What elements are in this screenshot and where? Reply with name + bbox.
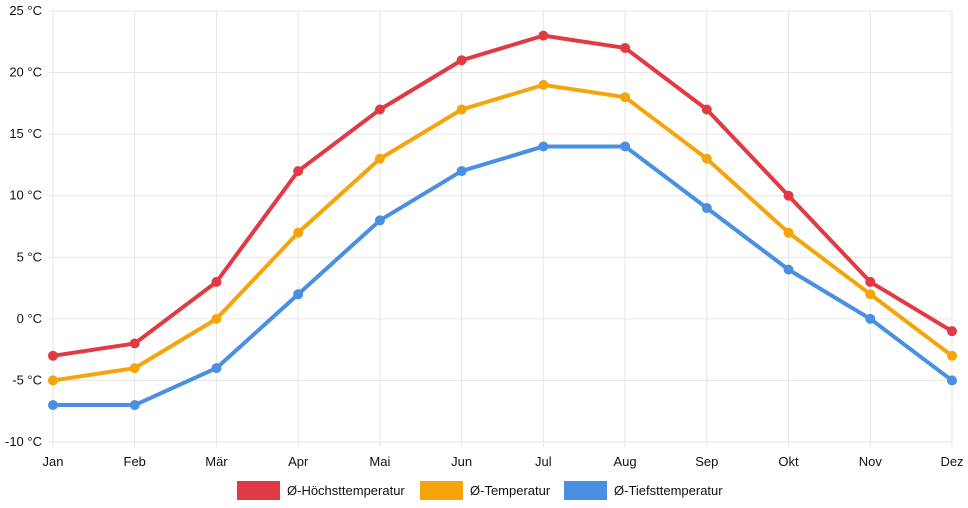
x-tick-label: Aug [614,454,637,469]
data-point [211,363,222,374]
data-point [211,313,222,324]
legend-swatch [420,481,463,500]
legend-swatch [564,481,607,500]
y-tick-label: -10 °C [5,434,42,449]
x-tick-label: Jun [451,454,472,469]
x-tick-label: Nov [859,454,883,469]
series-line [51,82,954,383]
legend-item[interactable]: Ø-Tiefsttemperatur [564,481,723,500]
data-point [701,153,712,164]
data-point [374,215,385,226]
data-point [48,350,58,361]
x-tick-label: Okt [778,454,799,469]
data-point [293,227,304,238]
y-tick-label: 20 °C [9,65,42,80]
y-tick-label: 5 °C [17,249,42,264]
data-point [865,313,876,324]
data-point [947,326,957,337]
data-point [374,153,385,164]
legend-item[interactable]: Ø-Temperatur [420,481,551,500]
legend-label: Ø-Höchsttemperatur [287,483,405,498]
x-tick-label: Sep [695,454,718,469]
data-point [538,30,549,41]
data-point [620,141,631,152]
legend: Ø-Höchsttemperatur Ø-Temperatur Ø-Tiefstte… [237,481,723,500]
legend-item[interactable]: Ø-Höchsttemperatur [237,481,405,500]
data-point [211,276,222,287]
data-point [701,104,712,115]
data-point [538,141,549,152]
data-point [374,104,385,115]
axes: 25 °C20 °C15 °C10 °C5 °C0 °C-5 °C-10 °CJ… [5,3,964,469]
legend-label: Ø-Temperatur [470,483,551,498]
x-tick-label: Jan [43,454,64,469]
data-point [456,55,467,66]
x-tick-label: Apr [288,454,309,469]
x-tick-label: Mär [205,454,228,469]
data-point [129,338,140,349]
data-point [456,166,467,177]
data-point [48,400,58,411]
data-point [129,400,140,411]
data-point [48,375,58,386]
data-point [293,289,304,300]
data-point [783,227,794,238]
series-line [51,33,954,358]
data-point [701,203,712,214]
y-tick-label: -5 °C [12,372,42,387]
y-tick-label: 0 °C [17,311,42,326]
x-tick-label: Dez [940,454,963,469]
data-point [865,276,876,287]
data-point [865,289,876,300]
x-tick-label: Mai [369,454,390,469]
data-point [129,363,140,374]
y-tick-label: 25 °C [9,3,42,18]
legend-swatch [237,481,280,500]
data-point [620,92,631,103]
data-point [538,79,549,90]
series-line [51,144,954,408]
grid [48,10,953,447]
series-lines [48,30,957,411]
data-point [783,190,794,201]
data-point [620,42,631,53]
x-tick-label: Jul [535,454,552,469]
data-point [947,350,957,361]
data-point [947,375,957,386]
data-point [456,104,467,115]
legend-label: Ø-Tiefsttemperatur [614,483,723,498]
y-tick-label: 15 °C [9,126,42,141]
x-tick-label: Feb [124,454,146,469]
y-tick-label: 10 °C [9,188,42,203]
data-point [293,166,304,177]
data-point [783,264,794,275]
